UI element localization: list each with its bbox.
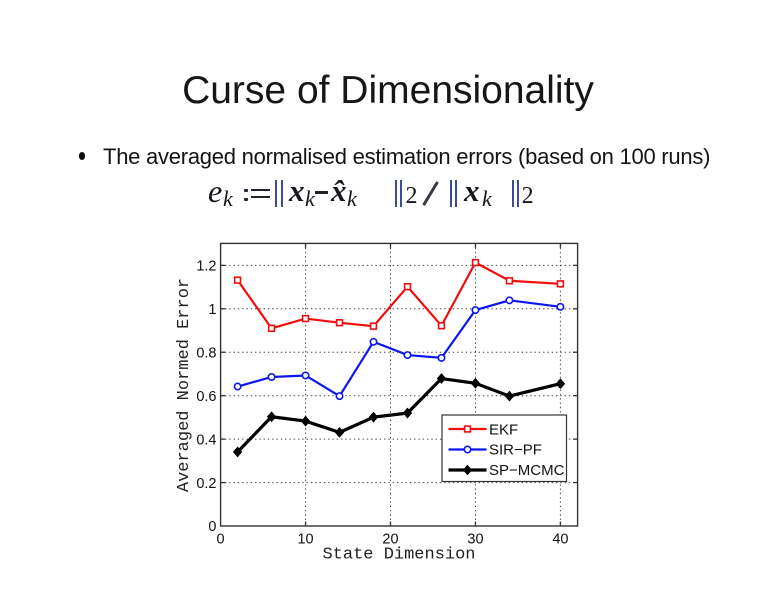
svg-text:0.8: 0.8 <box>196 345 216 361</box>
svg-text:0: 0 <box>217 532 225 548</box>
svg-text:1.2: 1.2 <box>196 259 216 275</box>
svg-text:State Dimension: State Dimension <box>322 546 475 565</box>
svg-text:0.6: 0.6 <box>196 389 216 405</box>
svg-text:0.2: 0.2 <box>196 476 216 492</box>
svg-text:40: 40 <box>552 532 568 548</box>
svg-text:10: 10 <box>297 532 313 548</box>
svg-text:SIR−PF: SIR−PF <box>489 441 542 458</box>
svg-text:SP−MCMC: SP−MCMC <box>489 462 565 479</box>
svg-text:0.4: 0.4 <box>196 432 216 448</box>
svg-text:0: 0 <box>208 519 216 535</box>
svg-text:Averaged Normed Error: Averaged Normed Error <box>175 278 194 492</box>
svg-text:EKF: EKF <box>489 421 518 438</box>
svg-text:30: 30 <box>467 532 483 548</box>
svg-text:1: 1 <box>208 302 216 318</box>
svg-text:20: 20 <box>382 532 398 548</box>
